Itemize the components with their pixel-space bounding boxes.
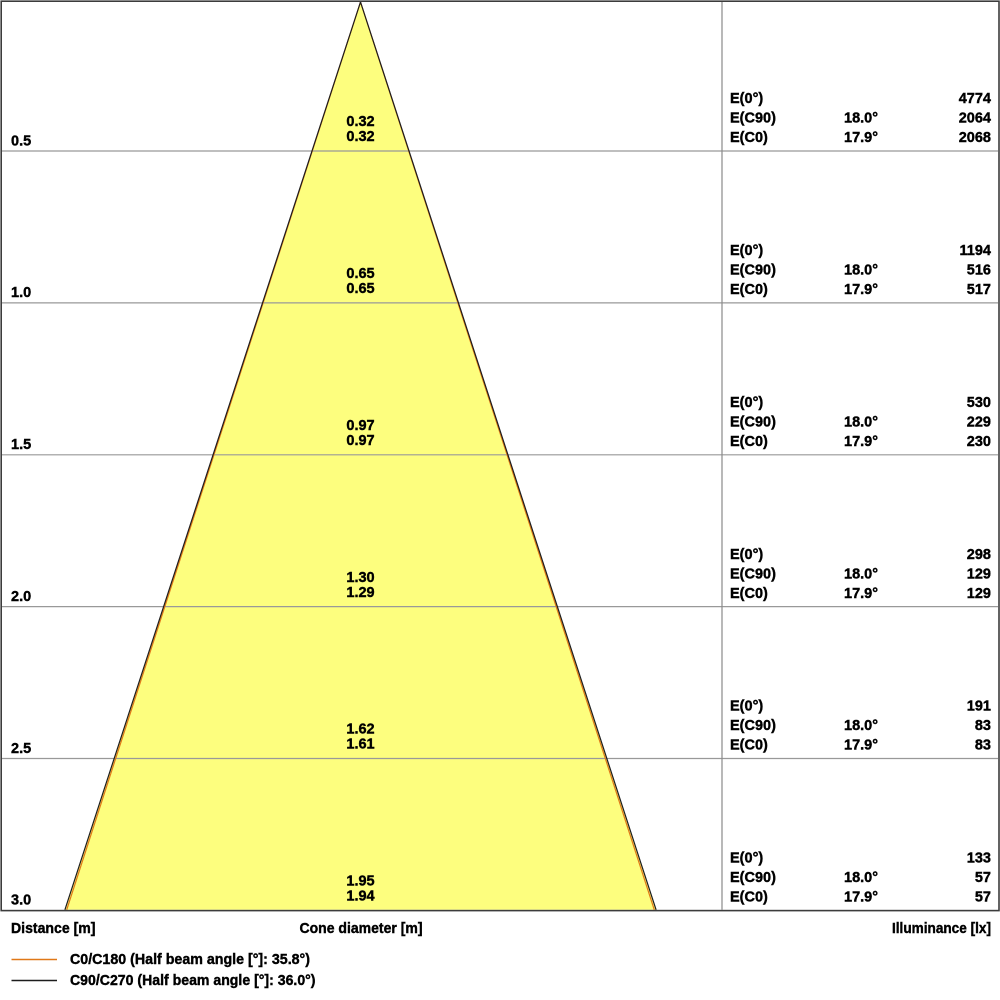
svg-text:83: 83 [975, 738, 991, 754]
svg-text:1.61: 1.61 [346, 737, 374, 753]
svg-text:E(C90): E(C90) [730, 718, 776, 734]
svg-text:17.9°: 17.9° [844, 130, 878, 146]
svg-text:3.0: 3.0 [11, 893, 31, 909]
svg-text:E(0°): E(0°) [730, 851, 763, 867]
svg-text:191: 191 [967, 699, 991, 715]
svg-text:0.97: 0.97 [346, 418, 374, 434]
svg-text:E(C90): E(C90) [730, 263, 776, 279]
svg-text:E(C0): E(C0) [730, 586, 768, 602]
svg-text:0.65: 0.65 [346, 266, 374, 282]
svg-text:E(0°): E(0°) [730, 91, 763, 107]
svg-text:133: 133 [967, 851, 991, 867]
svg-text:E(C0): E(C0) [730, 890, 768, 906]
svg-text:Illuminance [lx]: Illuminance [lx] [892, 921, 991, 937]
svg-text:18.0°: 18.0° [844, 870, 878, 886]
svg-text:0.32: 0.32 [346, 129, 374, 145]
svg-text:2.0: 2.0 [11, 589, 31, 605]
svg-text:57: 57 [975, 870, 991, 886]
svg-text:298: 298 [967, 547, 991, 563]
svg-text:1.0: 1.0 [11, 285, 31, 301]
svg-text:C0/C180 (Half beam angle [°]:: C0/C180 (Half beam angle [°]: 35.8°) [70, 952, 310, 968]
svg-text:18.0°: 18.0° [844, 718, 878, 734]
svg-text:E(0°): E(0°) [730, 243, 763, 259]
svg-text:17.9°: 17.9° [844, 586, 878, 602]
svg-text:E(C90): E(C90) [730, 111, 776, 127]
svg-text:1.62: 1.62 [346, 722, 374, 738]
svg-text:4774: 4774 [959, 91, 991, 107]
svg-text:Distance [m]: Distance [m] [11, 921, 96, 937]
svg-text:1.30: 1.30 [346, 570, 374, 586]
svg-text:516: 516 [967, 263, 991, 279]
svg-text:E(0°): E(0°) [730, 547, 763, 563]
svg-text:C90/C270 (Half beam angle [°]:: C90/C270 (Half beam angle [°]: 36.0°) [70, 973, 316, 989]
svg-text:18.0°: 18.0° [844, 111, 878, 127]
svg-text:E(C0): E(C0) [730, 434, 768, 450]
svg-text:57: 57 [975, 890, 991, 906]
svg-text:1194: 1194 [960, 243, 991, 259]
svg-text:1.29: 1.29 [346, 585, 374, 601]
svg-text:Cone diameter [m]: Cone diameter [m] [300, 921, 423, 937]
svg-text:E(C0): E(C0) [730, 130, 768, 146]
svg-text:2064: 2064 [959, 111, 991, 127]
svg-text:E(C90): E(C90) [730, 415, 776, 431]
svg-text:230: 230 [967, 434, 991, 450]
svg-text:1.5: 1.5 [11, 437, 31, 453]
svg-text:83: 83 [975, 718, 991, 734]
svg-text:517: 517 [967, 282, 991, 298]
svg-text:17.9°: 17.9° [844, 890, 878, 906]
svg-text:0.32: 0.32 [346, 114, 374, 130]
svg-text:0.5: 0.5 [11, 133, 31, 149]
svg-text:17.9°: 17.9° [844, 738, 878, 754]
svg-text:E(C0): E(C0) [730, 738, 768, 754]
svg-text:0.65: 0.65 [346, 281, 374, 297]
svg-text:1.94: 1.94 [346, 889, 374, 905]
svg-text:E(C90): E(C90) [730, 870, 776, 886]
svg-text:2068: 2068 [959, 130, 991, 146]
svg-text:2.5: 2.5 [11, 741, 31, 757]
svg-text:E(0°): E(0°) [730, 395, 763, 411]
svg-text:129: 129 [967, 586, 991, 602]
svg-text:530: 530 [967, 395, 991, 411]
svg-text:18.0°: 18.0° [844, 566, 878, 582]
svg-text:17.9°: 17.9° [844, 282, 878, 298]
svg-text:18.0°: 18.0° [844, 263, 878, 279]
svg-text:E(C90): E(C90) [730, 566, 776, 582]
svg-text:0.97: 0.97 [346, 433, 374, 449]
svg-text:18.0°: 18.0° [844, 415, 878, 431]
svg-text:E(C0): E(C0) [730, 282, 768, 298]
svg-text:229: 229 [967, 415, 991, 431]
svg-text:17.9°: 17.9° [844, 434, 878, 450]
svg-text:129: 129 [967, 566, 991, 582]
svg-text:1.95: 1.95 [346, 874, 374, 890]
svg-text:E(0°): E(0°) [730, 699, 763, 715]
